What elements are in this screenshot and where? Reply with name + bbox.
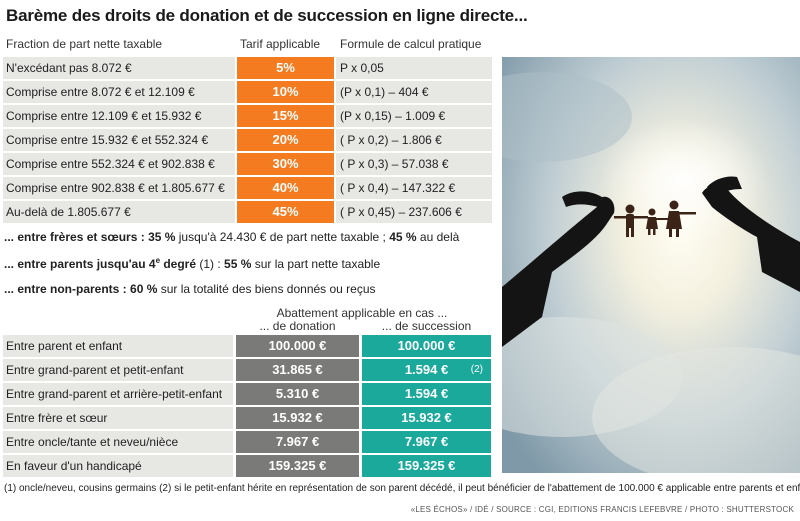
- bareme-row: Au-delà de 1.805.677 € 45% ( P x 0,45) –…: [3, 201, 492, 223]
- bareme-fraction: Comprise entre 12.109 € et 15.932 €: [3, 105, 235, 127]
- note-rate: 60 %: [130, 282, 158, 296]
- page-title: Barème des droits de donation et de succ…: [6, 6, 528, 25]
- note-lead: ... entre non-parents :: [4, 282, 127, 296]
- bareme-row: Comprise entre 15.932 € et 552.324 € 20%…: [3, 129, 492, 151]
- abattement-succession-cell: 100.000 €: [362, 335, 491, 357]
- bareme-formula: ( P x 0,3) – 57.038 €: [336, 153, 492, 175]
- note-text: jusqu'à 24.430 € de part nette taxable ;: [175, 230, 386, 244]
- abattement-succession-cell: 1.594 € (2): [362, 359, 491, 381]
- bareme-rate: 5%: [237, 57, 334, 79]
- header-tarif: Tarif applicable: [240, 37, 321, 51]
- abattement-row: Entre oncle/tante et neveu/nièce 7.967 €…: [3, 431, 492, 453]
- header-formule: Formule de calcul pratique: [340, 37, 482, 51]
- abattement-donation: 7.967 €: [236, 431, 359, 453]
- abattement-succession: 159.325 €: [397, 458, 456, 473]
- note-text: sur la part nette taxable: [251, 257, 381, 271]
- note-lead: ... entre parents jusqu'au 4: [4, 257, 156, 271]
- bareme-formula: (P x 0,15) – 1.009 €: [336, 105, 492, 127]
- bareme-fraction: Au-delà de 1.805.677 €: [3, 201, 235, 223]
- note-parents-4e-degre: ... entre parents jusqu'au 4e degré (1) …: [4, 256, 380, 271]
- bareme-formula: (P x 0,1) – 404 €: [336, 81, 492, 103]
- source-credit: «LES ÉCHOS» / IDÉ / SOURCE : CGI, EDITIO…: [410, 505, 794, 514]
- abattement-label: Entre grand-parent et petit-enfant: [3, 359, 233, 381]
- abattement-header-succession: ... de succession: [381, 319, 472, 333]
- note-rate: 35 %: [148, 230, 176, 244]
- note-non-parents: ... entre non-parents : 60 % sur la tota…: [4, 282, 376, 296]
- bareme-formula: ( P x 0,45) – 237.606 €: [336, 201, 492, 223]
- abattement-row: Entre parent et enfant 100.000 € 100.000…: [3, 335, 492, 357]
- bareme-rate: 45%: [237, 201, 334, 223]
- hands-holding-paper-family-photo: [502, 57, 800, 473]
- header-fraction: Fraction de part nette taxable: [6, 37, 163, 51]
- abattement-succession-cell: 159.325 €: [362, 455, 491, 477]
- bareme-fraction: Comprise entre 552.324 € et 902.838 €: [3, 153, 235, 175]
- bareme-fraction: Comprise entre 8.072 € et 12.109 €: [3, 81, 235, 103]
- abattement-row: Entre frère et sœur 15.932 € 15.932 €: [3, 407, 492, 429]
- note-lead: ... entre frères et sœurs :: [4, 230, 145, 244]
- bareme-row: Comprise entre 8.072 € et 12.109 € 10% (…: [3, 81, 492, 103]
- abattement-label: Entre parent et enfant: [3, 335, 233, 357]
- abattement-succession: 7.967 €: [404, 434, 449, 449]
- abattement-succession-cell: 15.932 €: [362, 407, 491, 429]
- abattement-succession: 1.594 €: [404, 362, 449, 377]
- note-text: sur la totalité des biens donnés ou reçu…: [157, 282, 376, 296]
- bareme-fraction: N'excédant pas 8.072 €: [3, 57, 235, 79]
- abattement-label: En faveur d'un handicapé: [3, 455, 233, 477]
- abattement-donation: 100.000 €: [236, 335, 359, 357]
- bareme-formula: P x 0,05: [336, 57, 492, 79]
- note-text: au delà: [416, 230, 460, 244]
- note-ref: (1) :: [196, 257, 225, 271]
- abattement-header: Abattement applicable en cas ...: [276, 306, 448, 320]
- abattement-row: Entre grand-parent et petit-enfant 31.86…: [3, 359, 492, 381]
- bareme-formula: ( P x 0,2) – 1.806 €: [336, 129, 492, 151]
- bareme-row: Comprise entre 552.324 € et 902.838 € 30…: [3, 153, 492, 175]
- abattement-succession-cell: 1.594 €: [362, 383, 491, 405]
- abattement-label: Entre grand-parent et arrière-petit-enfa…: [3, 383, 233, 405]
- bareme-formula: ( P x 0,4) – 147.322 €: [336, 177, 492, 199]
- abattement-succession-cell: 7.967 €: [362, 431, 491, 453]
- abattement-succession: 100.000 €: [397, 338, 456, 353]
- bareme-rate: 20%: [237, 129, 334, 151]
- bareme-rate: 15%: [237, 105, 334, 127]
- abattement-donation: 159.325 €: [236, 455, 359, 477]
- abattement-donation: 15.932 €: [236, 407, 359, 429]
- abattement-label: Entre frère et sœur: [3, 407, 233, 429]
- abattement-donation: 31.865 €: [236, 359, 359, 381]
- bareme-row: N'excédant pas 8.072 € 5% P x 0,05: [3, 57, 492, 79]
- bareme-rate: 10%: [237, 81, 334, 103]
- abattement-row: En faveur d'un handicapé 159.325 € 159.3…: [3, 455, 492, 477]
- note-freres-soeurs: ... entre frères et sœurs : 35 % jusqu'à…: [4, 230, 459, 244]
- abattement-label: Entre oncle/tante et neveu/nièce: [3, 431, 233, 453]
- abattement-succession: 1.594 €: [404, 386, 449, 401]
- note-sup: e: [155, 256, 161, 265]
- abattement-succession: 15.932 €: [401, 410, 452, 425]
- bareme-rate: 30%: [237, 153, 334, 175]
- note-rate: 55 %: [224, 257, 252, 271]
- note-lead: degré: [160, 257, 197, 271]
- abattement-header-donation: ... de donation: [259, 319, 336, 333]
- bareme-fraction: Comprise entre 902.838 € et 1.805.677 €: [3, 177, 235, 199]
- bareme-row: Comprise entre 902.838 € et 1.805.677 € …: [3, 177, 492, 199]
- bareme-rate: 40%: [237, 177, 334, 199]
- bareme-row: Comprise entre 12.109 € et 15.932 € 15% …: [3, 105, 492, 127]
- abattement-row: Entre grand-parent et arrière-petit-enfa…: [3, 383, 492, 405]
- footnote: (1) oncle/neveu, cousins germains (2) si…: [4, 483, 800, 494]
- bareme-fraction: Comprise entre 15.932 € et 552.324 €: [3, 129, 235, 151]
- note-rate: 45 %: [389, 230, 417, 244]
- abattement-ref: (2): [470, 364, 483, 375]
- abattement-donation: 5.310 €: [236, 383, 359, 405]
